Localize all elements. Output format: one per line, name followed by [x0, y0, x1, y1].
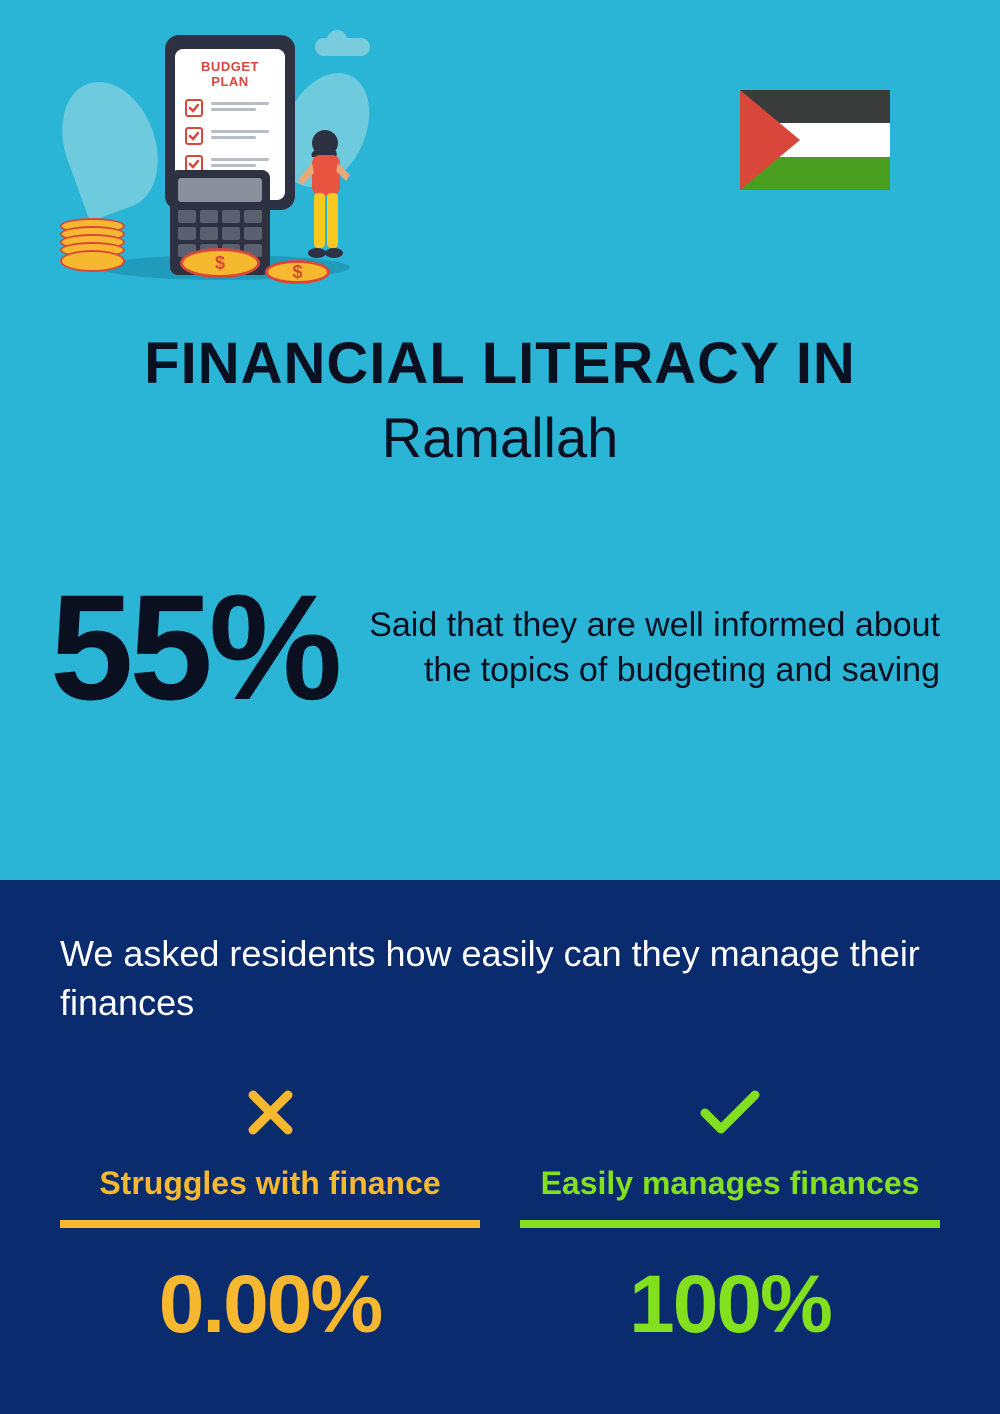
clipboard-title: BUDGET PLAN — [185, 59, 275, 89]
comparison-row: Struggles with finance 0.00% Easily mana… — [60, 1077, 940, 1352]
coin-icon — [180, 248, 260, 278]
right-divider — [520, 1220, 940, 1228]
comparison-right: Easily manages finances 100% — [520, 1077, 940, 1352]
check-icon — [520, 1077, 940, 1147]
stat-row: 55% Said that they are well informed abo… — [50, 580, 950, 715]
stat-value: 55% — [50, 580, 338, 715]
cross-icon — [60, 1077, 480, 1147]
question-text: We asked residents how easily can they m… — [60, 930, 940, 1027]
left-divider — [60, 1220, 480, 1228]
right-label: Easily manages finances — [520, 1165, 940, 1202]
header-row: BUDGET PLAN — [50, 30, 950, 290]
stat-description: Said that they are well informed about t… — [358, 603, 950, 691]
left-value: 0.00% — [60, 1258, 480, 1352]
person-icon — [290, 125, 360, 275]
title-block: FINANCIAL LITERACY IN Ramallah — [50, 330, 950, 470]
coin-stack-icon — [60, 226, 125, 272]
left-label: Struggles with finance — [60, 1165, 480, 1202]
title-line2: Ramallah — [50, 405, 950, 470]
bottom-section: We asked residents how easily can they m… — [0, 880, 1000, 1414]
top-section: BUDGET PLAN — [0, 0, 1000, 880]
title-line1: FINANCIAL LITERACY IN — [50, 330, 950, 397]
budget-illustration: BUDGET PLAN — [50, 30, 390, 290]
comparison-left: Struggles with finance 0.00% — [60, 1077, 480, 1352]
palestine-flag-icon — [740, 90, 890, 190]
right-value: 100% — [520, 1258, 940, 1352]
